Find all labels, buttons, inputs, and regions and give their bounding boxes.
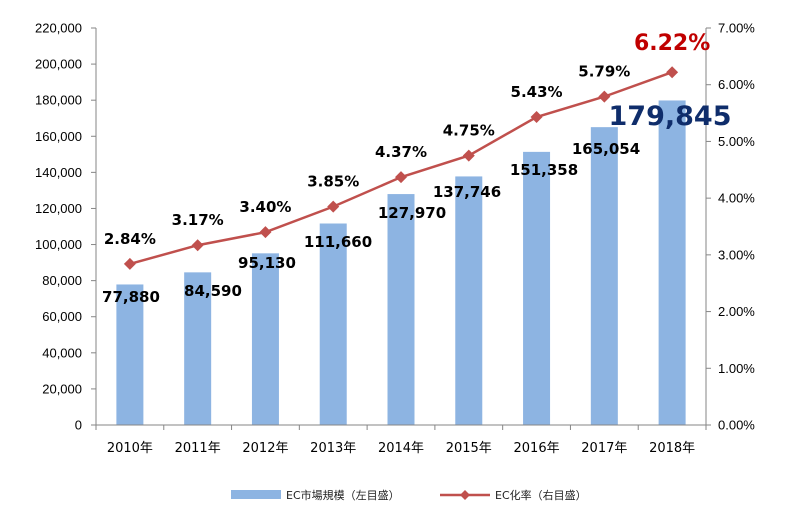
y-right-tick-label: 3.00% <box>718 247 755 262</box>
bar <box>319 223 347 425</box>
bar <box>455 176 483 425</box>
y-left-tick-label: 80,000 <box>42 273 82 288</box>
rate-value-label: 4.37% <box>375 143 427 161</box>
x-tick-label: 2016年 <box>514 441 560 456</box>
line-series-ec-rate: 2.84% 3.17% 3.40% 3.85% 4.37% 4.75% 5.43% 5.79%… <box>104 31 710 270</box>
y-left-tick-label: 200,000 <box>35 57 82 72</box>
legend-swatch-bar <box>231 490 281 499</box>
y-axis-right: 0.00% 1.00% 2.00% 3.00% 4.00% 5.00% 6.00% 7.00% <box>705 21 755 433</box>
y-right-tick-label: 0.00% <box>718 418 755 433</box>
x-tick-label: 2013年 <box>310 441 356 456</box>
y-right-tick-label: 5.00% <box>718 134 755 149</box>
bar <box>251 253 279 425</box>
x-tick-label: 2011年 <box>175 441 221 456</box>
bar <box>116 284 144 425</box>
legend: EC市場規模（左目盛） EC化率（右目盛） <box>231 488 587 502</box>
rate-value-label-highlight: 6.22% <box>634 31 710 56</box>
y-left-tick-label: 60,000 <box>42 309 82 324</box>
rate-point <box>530 111 543 124</box>
rate-point <box>327 200 340 213</box>
bar <box>184 272 212 425</box>
bar-value-label: 127,970 <box>378 204 446 222</box>
x-tick-label: 2014年 <box>378 441 424 456</box>
y-right-tick-label: 1.00% <box>718 361 755 376</box>
bar <box>523 151 551 425</box>
y-left-tick-label: 120,000 <box>35 201 82 216</box>
legend-swatch-marker <box>460 490 470 500</box>
bar-value-label: 165,054 <box>572 140 640 158</box>
y-axis-left: 0 20,000 40,000 60,000 80,000 100,000 120,000 1… <box>35 21 97 433</box>
y-left-tick-label: 100,000 <box>35 237 82 252</box>
rate-point <box>598 90 611 103</box>
rate-point <box>259 226 272 239</box>
bar-value-label: 95,130 <box>238 254 296 272</box>
bar-value-label: 84,590 <box>184 282 242 300</box>
bar-series-ec-market: 77,880 84,590 95,130 111,660 127,970 137,746 1… <box>102 100 732 426</box>
y-left-tick-label: 40,000 <box>42 345 82 360</box>
bar-value-label: 77,880 <box>102 288 160 306</box>
bar-value-label: 137,746 <box>433 183 501 201</box>
y-left-tick-label: 220,000 <box>35 21 82 36</box>
x-axis: 2010年 2011年 2012年 2013年 2014年 2015年 2016年 2017年… <box>95 424 707 456</box>
rate-value-label: 2.84% <box>104 230 156 248</box>
rate-value-label: 4.75% <box>443 122 495 140</box>
rate-value-label: 3.17% <box>172 211 224 229</box>
x-tick-label: 2015年 <box>446 441 492 456</box>
rate-value-label: 5.79% <box>578 63 630 81</box>
y-left-tick-label: 20,000 <box>42 381 82 396</box>
y-right-tick-label: 4.00% <box>718 191 755 206</box>
y-right-tick-label: 2.00% <box>718 304 755 319</box>
legend-label-bar: EC市場規模（左目盛） <box>286 488 400 502</box>
rate-point <box>395 171 407 184</box>
bar <box>590 127 618 425</box>
legend-label-line: EC化率（右目盛） <box>495 488 587 502</box>
y-left-tick-label: 160,000 <box>35 129 82 144</box>
rate-value-label: 3.85% <box>307 173 359 191</box>
y-right-tick-label: 7.00% <box>718 21 755 36</box>
rate-point <box>666 66 679 79</box>
bar-value-label: 111,660 <box>304 233 372 251</box>
x-tick-label: 2012年 <box>242 441 288 456</box>
rate-value-label: 3.40% <box>239 198 291 216</box>
rate-point <box>123 257 136 270</box>
x-tick-label: 2018年 <box>649 441 695 456</box>
bar <box>387 194 415 425</box>
bar-value-label: 151,358 <box>510 161 578 179</box>
x-tick-label: 2017年 <box>581 441 627 456</box>
y-right-tick-label: 6.00% <box>718 77 755 92</box>
y-left-tick-label: 0 <box>75 418 82 433</box>
rate-point <box>191 239 204 252</box>
bar <box>658 100 686 426</box>
rate-value-label: 5.43% <box>511 83 563 101</box>
rate-point <box>462 149 475 162</box>
y-left-tick-label: 180,000 <box>35 93 82 108</box>
y-left-tick-label: 140,000 <box>35 165 82 180</box>
x-tick-label: 2010年 <box>107 441 153 456</box>
bar-value-label-highlight: 179,845 <box>609 101 732 132</box>
